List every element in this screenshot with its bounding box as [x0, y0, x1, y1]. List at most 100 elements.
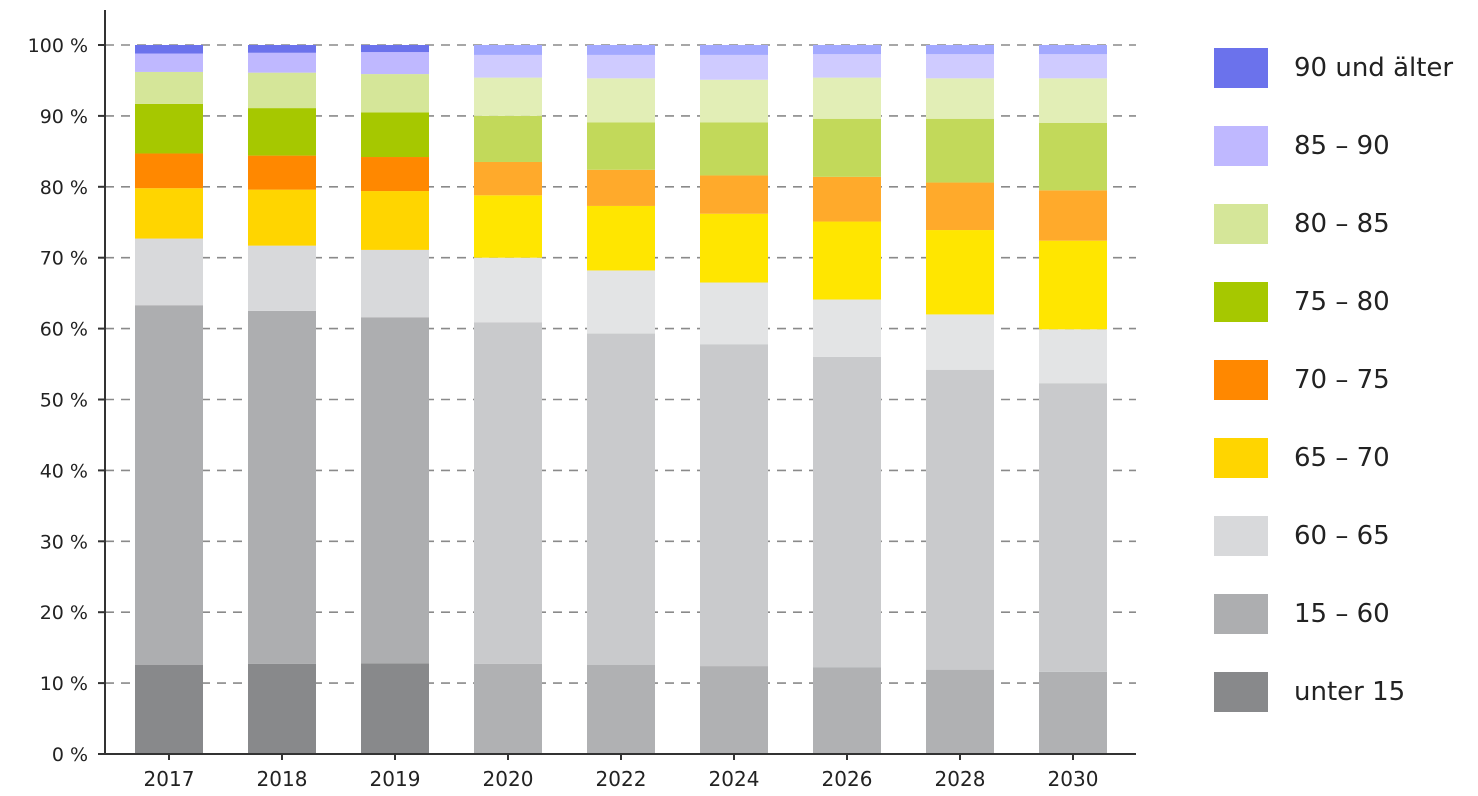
- bar-segment: [474, 322, 542, 664]
- legend-item: 60 – 65: [1214, 516, 1453, 556]
- bar-segment: [700, 666, 768, 754]
- x-tick-label: 2022: [596, 767, 647, 791]
- bar-segment: [248, 155, 316, 190]
- bar-segment: [135, 664, 203, 754]
- bar-segment: [248, 245, 316, 311]
- bar-segment: [248, 45, 316, 53]
- legend-label: 90 und älter: [1294, 53, 1454, 83]
- bar-segment: [1039, 383, 1107, 672]
- bar-segment: [135, 305, 203, 665]
- legend-label: 15 – 60: [1294, 599, 1390, 629]
- bar-segment: [1039, 671, 1107, 754]
- bar-segment: [926, 78, 994, 119]
- bar-segment: [700, 175, 768, 214]
- bar-segment: [474, 115, 542, 162]
- legend-swatch: [1214, 48, 1268, 88]
- bar-segment: [587, 122, 655, 170]
- legend-item: 70 – 75: [1214, 360, 1453, 400]
- bar-segment: [135, 188, 203, 239]
- bar-segment: [361, 317, 429, 664]
- bar-segment: [1039, 329, 1107, 384]
- bar-segment: [700, 344, 768, 667]
- bar-segment: [248, 108, 316, 156]
- bar-segment: [926, 314, 994, 370]
- bar-segment: [587, 78, 655, 123]
- bar-segment: [1039, 122, 1107, 191]
- bar-segment: [248, 189, 316, 246]
- bar-segment: [813, 667, 881, 754]
- legend-label: 60 – 65: [1294, 521, 1390, 551]
- bar-segment: [248, 310, 316, 664]
- x-tick-label: 2024: [709, 767, 760, 791]
- y-tick-label: 90 %: [40, 106, 88, 128]
- x-tick-label: 2018: [257, 767, 308, 791]
- legend-swatch: [1214, 438, 1268, 478]
- legend-item: 15 – 60: [1214, 594, 1453, 634]
- bar-segment: [700, 54, 768, 80]
- bar-segment: [587, 333, 655, 665]
- bar-segment: [361, 191, 429, 250]
- legend-swatch: [1214, 360, 1268, 400]
- legend-swatch: [1214, 282, 1268, 322]
- y-tick-label: 100 %: [28, 35, 88, 57]
- y-axis-ticks: 0 % 10 % 20 % 30 % 40 % 50 % 60 % 70 % 80 % 90 % 1…: [28, 35, 105, 766]
- bar-segment: [135, 238, 203, 306]
- bar-segment: [135, 53, 203, 72]
- bar-segment: [1039, 45, 1107, 55]
- legend-label: 65 – 70: [1294, 443, 1390, 473]
- bar-segment: [926, 369, 994, 670]
- bar-segment: [361, 52, 429, 75]
- bar-segment: [361, 663, 429, 754]
- y-tick-label: 60 %: [40, 319, 88, 341]
- legend-swatch: [1214, 672, 1268, 712]
- bar-segment: [813, 54, 881, 78]
- bar-segment: [474, 54, 542, 78]
- y-tick-label: 50 %: [40, 390, 88, 412]
- bar-segment: [135, 103, 203, 154]
- bar-segment: [813, 118, 881, 177]
- legend-label: unter 15: [1294, 677, 1406, 707]
- bar-segment: [700, 45, 768, 55]
- legend-label: 70 – 75: [1294, 365, 1390, 395]
- bar-segment: [135, 45, 203, 54]
- y-tick-label: 30 %: [40, 531, 88, 553]
- bar-segment: [813, 176, 881, 222]
- bar-segment: [474, 663, 542, 754]
- bar-segment: [587, 45, 655, 55]
- y-tick-label: 0 %: [52, 744, 88, 766]
- bar-segment: [587, 664, 655, 754]
- bar-segment: [1039, 78, 1107, 123]
- bar-segment: [926, 669, 994, 754]
- bar-segment: [1039, 240, 1107, 330]
- legend-swatch: [1214, 594, 1268, 634]
- bar-segment: [700, 282, 768, 345]
- x-tick-label: 2017: [144, 767, 195, 791]
- bar-segment: [587, 270, 655, 334]
- bar-segment: [474, 195, 542, 258]
- x-tick-label: 2028: [935, 767, 986, 791]
- legend-item: 75 – 80: [1214, 282, 1453, 322]
- bar-segment: [926, 45, 994, 55]
- bar-segment: [813, 45, 881, 55]
- bar-segment: [474, 45, 542, 55]
- y-tick-label: 20 %: [40, 602, 88, 624]
- stacked-bar-chart: 0 % 10 % 20 % 30 % 40 % 50 % 60 % 70 % 80 % 90 % 1…: [28, 10, 1136, 791]
- bar-segment: [813, 356, 881, 668]
- y-tick-label: 70 %: [40, 248, 88, 270]
- bar-segment: [587, 205, 655, 271]
- bar-segment: [135, 71, 203, 104]
- bar-segment: [474, 257, 542, 323]
- legend-swatch: [1214, 516, 1268, 556]
- x-tick-label: 2020: [483, 767, 534, 791]
- bar-segment: [813, 299, 881, 357]
- bar-segment: [813, 77, 881, 119]
- legend-swatch: [1214, 126, 1268, 166]
- legend-item: 90 und älter: [1214, 48, 1453, 88]
- bar-segment: [361, 45, 429, 53]
- legend-item: unter 15: [1214, 672, 1453, 712]
- x-tick-label: 2030: [1048, 767, 1099, 791]
- bar-segment: [361, 112, 429, 158]
- bar-segment: [926, 230, 994, 315]
- bar-segment: [813, 221, 881, 300]
- bar-segment: [700, 122, 768, 176]
